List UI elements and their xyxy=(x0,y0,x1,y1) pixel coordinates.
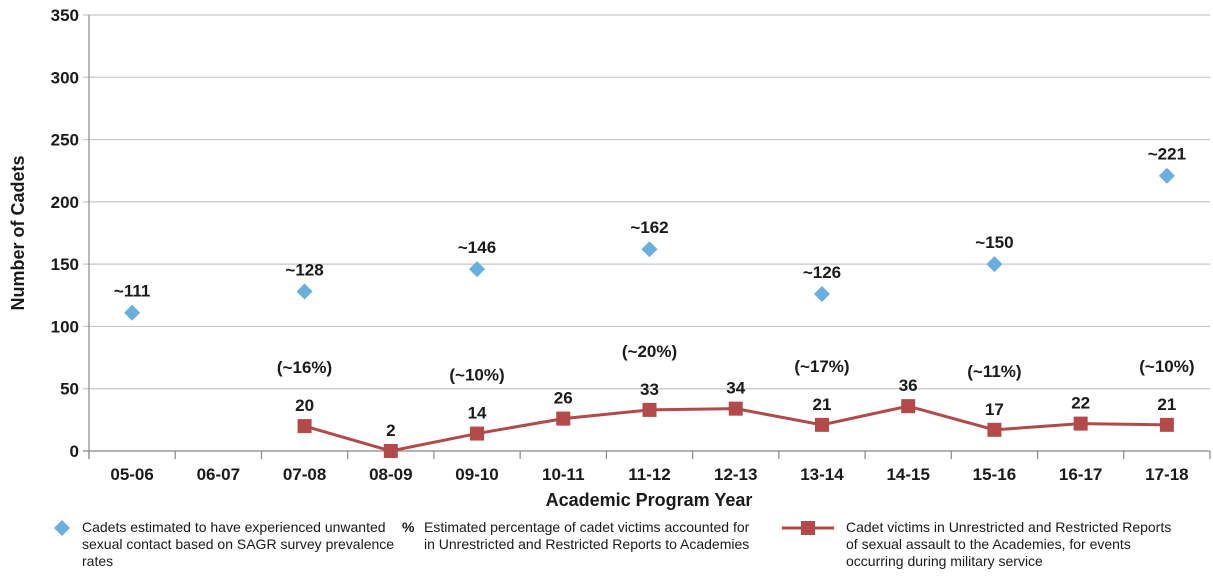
y-tick-label: 250 xyxy=(51,131,79,150)
estimated-point xyxy=(296,283,313,300)
x-tick-label: 15-16 xyxy=(973,465,1016,484)
y-tick-label: 0 xyxy=(70,442,79,461)
y-tick-label: 300 xyxy=(51,68,79,87)
reports-data-label: 22 xyxy=(1071,394,1090,413)
x-tick-label: 14-15 xyxy=(886,465,929,484)
legend-percent-symbol: % xyxy=(402,519,415,535)
percent-label: (~20%) xyxy=(622,342,677,361)
y-axis-title: Number of Cadets xyxy=(8,155,28,310)
x-tick-label: 05-06 xyxy=(110,465,153,484)
y-tick-label: 350 xyxy=(51,6,79,25)
estimated-point xyxy=(469,261,486,278)
percent-label: (~11%) xyxy=(967,362,1021,381)
reports-point xyxy=(728,401,743,416)
y-tick-label: 50 xyxy=(60,380,79,399)
estimated-data-label: ~221 xyxy=(1148,145,1186,164)
estimated-point xyxy=(641,241,658,258)
reports-data-label: 21 xyxy=(813,395,832,414)
legend-diamond-marker xyxy=(54,520,70,536)
reports-point xyxy=(901,399,916,414)
estimated-data-label: ~128 xyxy=(285,261,323,280)
y-tick-label: 200 xyxy=(51,193,79,212)
percent-label: (~16%) xyxy=(277,358,332,377)
estimated-data-label: ~146 xyxy=(458,238,496,257)
reports-data-label: 20 xyxy=(295,396,314,415)
estimated-point xyxy=(813,286,830,303)
reports-point xyxy=(470,426,485,441)
reports-point xyxy=(1073,416,1088,431)
reports-data-label: 14 xyxy=(468,404,487,423)
gridlines xyxy=(83,14,1210,459)
x-tick-label: 10-11 xyxy=(542,465,585,484)
x-axis-ticks: 05-06 06-07 07-08 08-09 09-10 10-11 11-12 12-13… xyxy=(88,451,1211,484)
x-tick-label: 09-10 xyxy=(455,465,498,484)
reports-point xyxy=(556,411,571,426)
x-tick-label: 06-07 xyxy=(197,465,240,484)
reports-data-label: 34 xyxy=(726,379,745,398)
estimated-series: ~111 ~128 ~146 ~162 ~126 ~150 ~221 xyxy=(114,145,1186,321)
reports-point xyxy=(297,419,312,434)
x-tick-label: 07-08 xyxy=(283,465,326,484)
percent-labels: (~16%) (~10%) (~20%) (~17%) (~11%) (~10%) xyxy=(277,342,1195,385)
x-tick-label: 12-13 xyxy=(714,465,757,484)
reports-point xyxy=(642,402,657,417)
estimated-point xyxy=(1158,167,1175,184)
y-axis-ticks: 0 50 100 150 200 250 300 350 xyxy=(51,6,79,461)
x-tick-label: 08-09 xyxy=(369,465,412,484)
x-tick-label: 13-14 xyxy=(800,465,844,484)
reports-point xyxy=(1159,417,1174,432)
x-axis-title: Academic Program Year xyxy=(546,490,753,510)
reports-point xyxy=(814,417,829,432)
reports-data-label: 17 xyxy=(985,400,1004,419)
percent-label: (~10%) xyxy=(449,366,504,385)
y-tick-label: 150 xyxy=(51,255,79,274)
estimated-data-label: ~126 xyxy=(803,263,841,282)
estimated-data-label: ~162 xyxy=(630,218,668,237)
percent-label: (~17%) xyxy=(794,357,849,376)
reports-data-label: 26 xyxy=(554,389,573,408)
y-tick-label: 100 xyxy=(51,317,79,336)
legend-percent-text: Estimated percentage of cadet victims ac… xyxy=(424,519,750,552)
legend-square-marker xyxy=(801,521,815,535)
reports-point xyxy=(987,422,1002,437)
reports-data-label: 36 xyxy=(899,376,918,395)
estimated-data-label: ~150 xyxy=(975,233,1013,252)
reports-data-label: 21 xyxy=(1157,395,1176,414)
legend-estimated-text: Cadets estimated to have experienced unw… xyxy=(82,519,395,569)
x-tick-label: 16-17 xyxy=(1059,465,1102,484)
reports-point xyxy=(383,444,398,458)
legend-reports-text: Cadet victims in Unrestricted and Restri… xyxy=(846,519,1172,569)
reports-series: 20 2 14 26 33 34 21 36 17 22 21 xyxy=(295,376,1176,458)
x-tick-label: 17-18 xyxy=(1145,465,1188,484)
estimated-data-label: ~111 xyxy=(114,282,150,301)
reports-data-label: 33 xyxy=(640,380,659,399)
percent-label: (~10%) xyxy=(1139,357,1194,376)
reports-data-label: 2 xyxy=(386,421,395,440)
x-tick-label: 11-12 xyxy=(628,465,671,484)
estimated-point xyxy=(124,304,141,321)
estimated-point xyxy=(986,256,1003,273)
